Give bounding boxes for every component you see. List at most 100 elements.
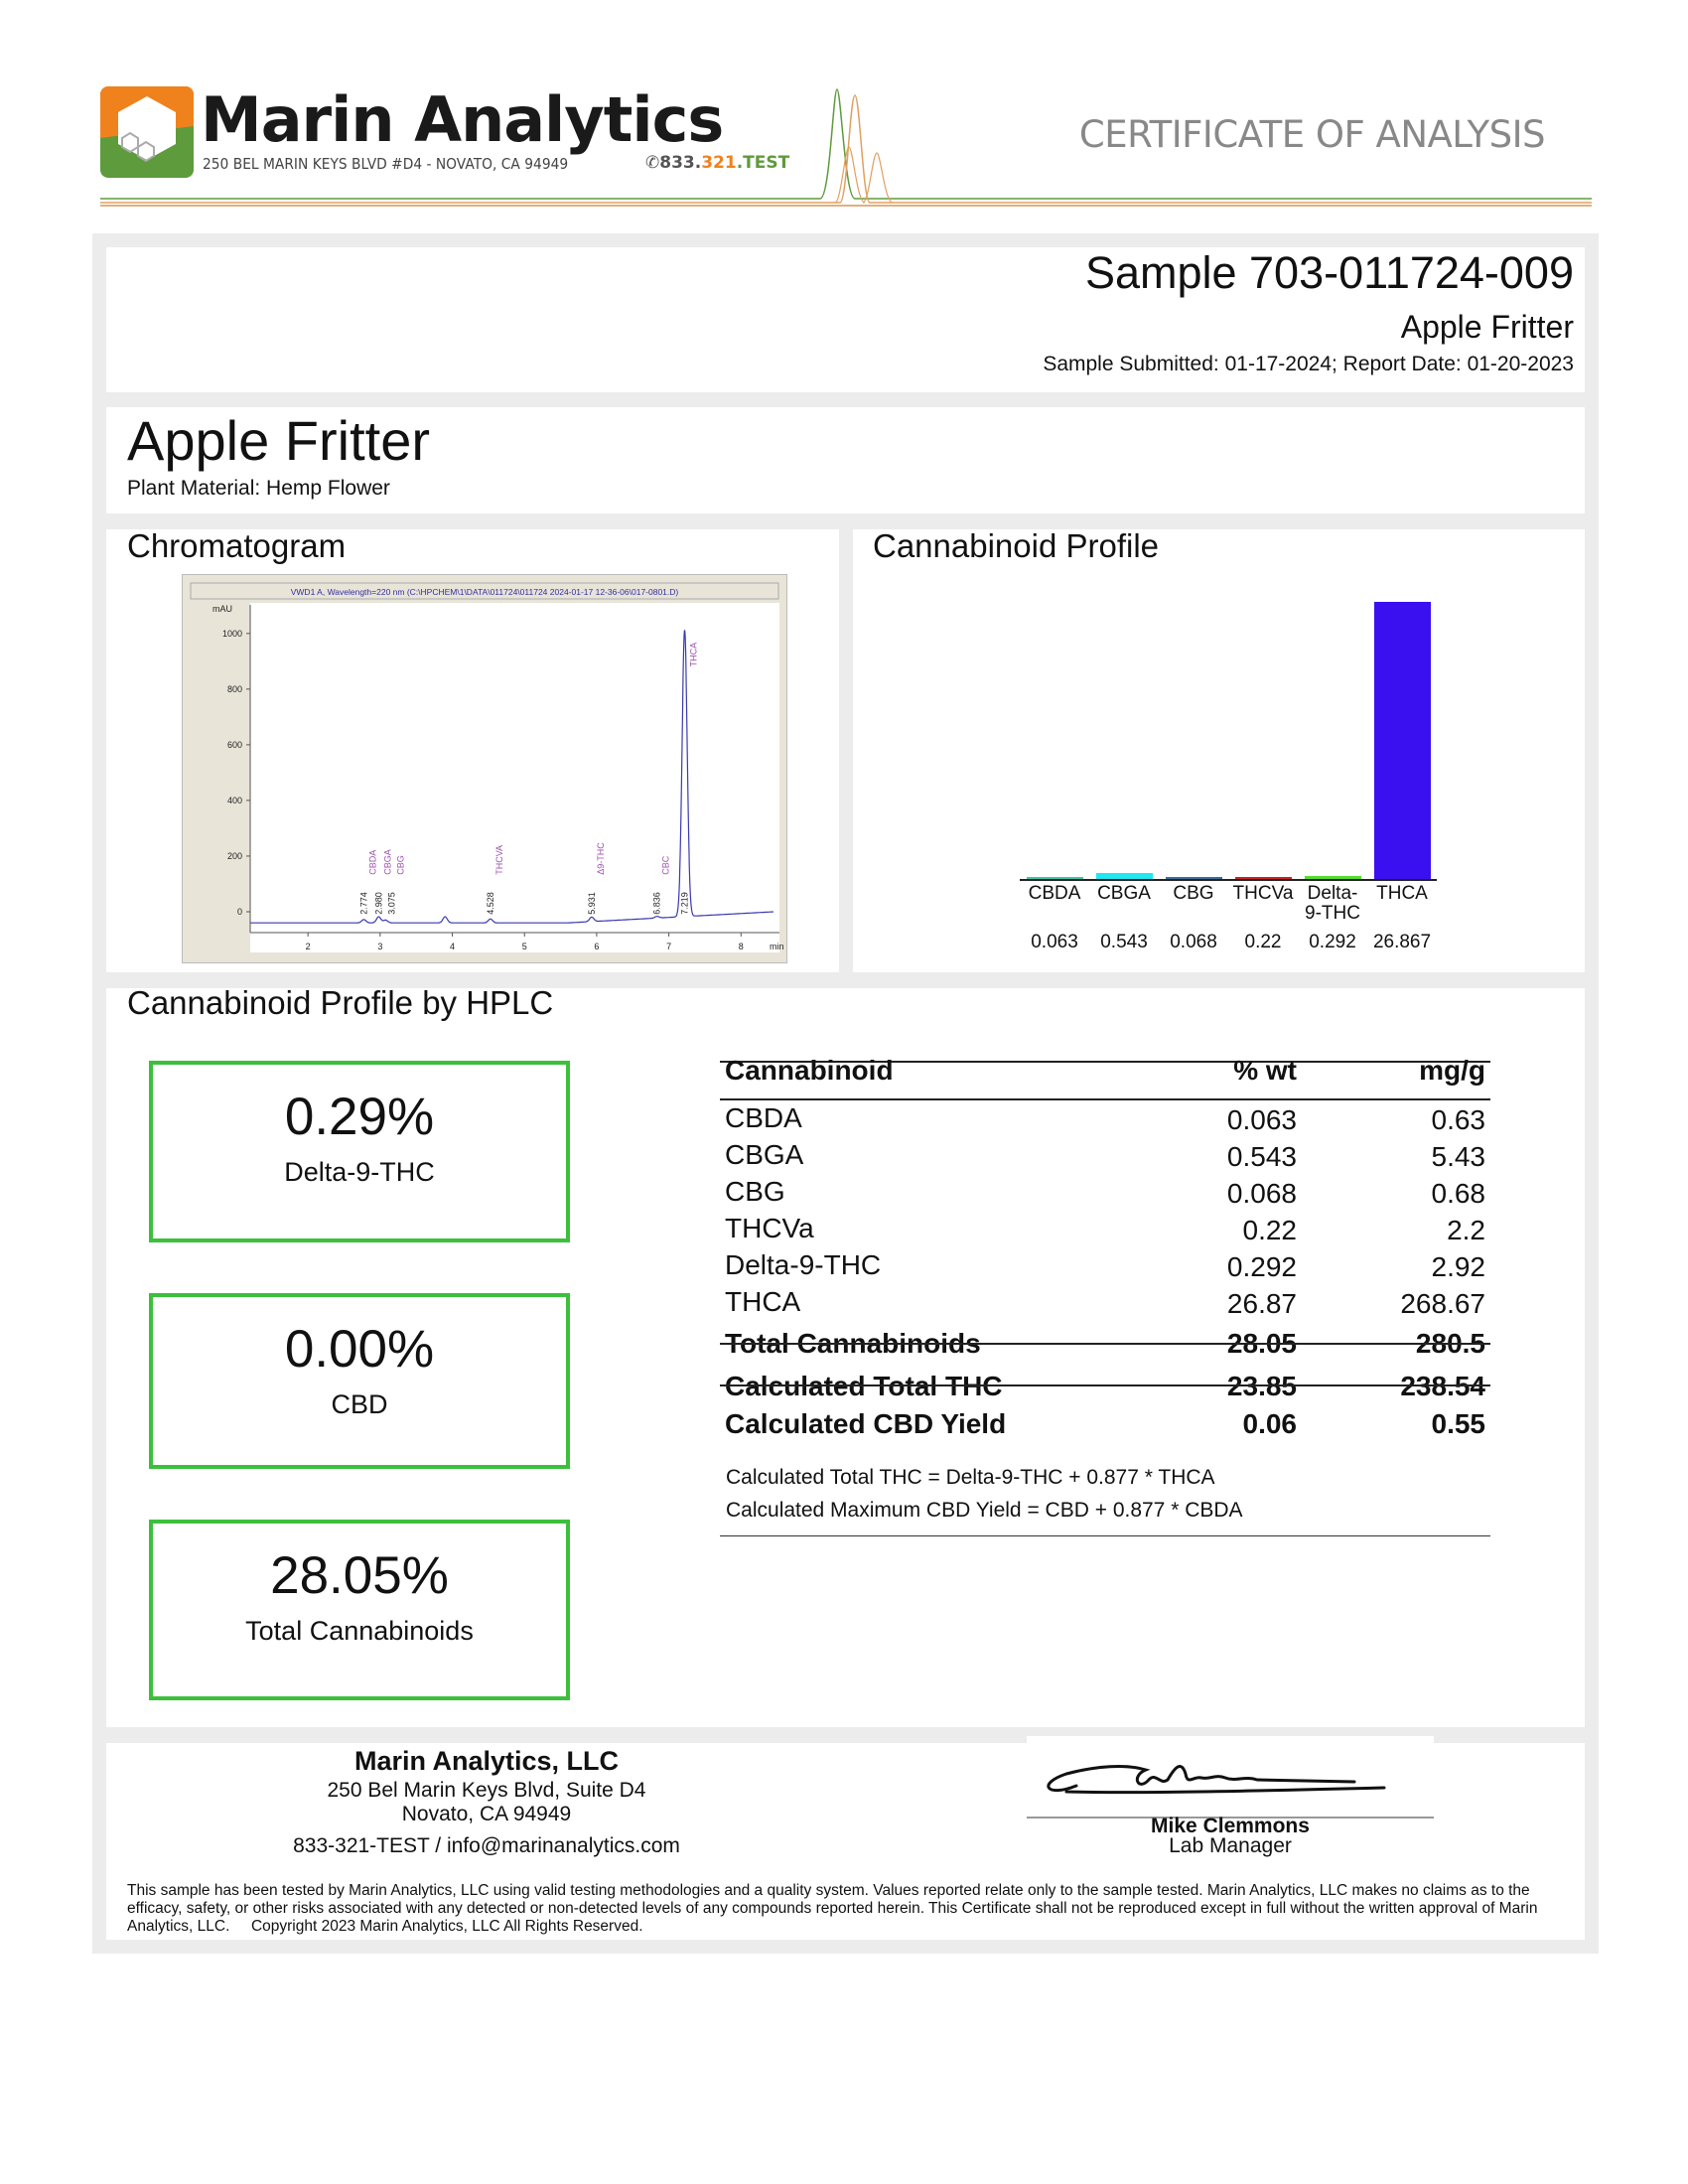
percent-weight: 0.292: [1226, 1251, 1297, 1282]
plant-material: Plant Material: Hemp Flower: [127, 477, 390, 500]
sample-id: Sample 703-011724-009: [1084, 247, 1574, 298]
x-tick-label: 7: [666, 942, 671, 951]
product-info: Apple Fritter Plant Material: Hemp Flowe…: [106, 407, 1585, 513]
company-address2: Novato, CA 94949: [401, 1803, 572, 1825]
table-header: Cannabinoid % wt mg/g: [725, 1055, 1489, 1091]
mg-per-g: 2.92: [1431, 1251, 1486, 1282]
total-percent: 0.06: [1242, 1408, 1298, 1439]
table-row: THCVa 0.22 2.2: [725, 1213, 1489, 1248]
data-label: 0.292: [1309, 932, 1356, 952]
sample-name: Apple Fritter: [1400, 309, 1574, 345]
mg-per-g: 5.43: [1431, 1141, 1486, 1172]
table-header-rule: [720, 1098, 1490, 1100]
chromatogram-title: Chromatogram: [127, 527, 347, 564]
x-tick-label: 4: [450, 942, 455, 951]
bar-cbga: [1095, 873, 1153, 879]
table-row: Delta-9-THC 0.292 2.92: [725, 1249, 1489, 1285]
total-row: Total Cannabinoids 28.05 280.5: [725, 1328, 1489, 1364]
bar-cbg: [1165, 877, 1222, 879]
peak-retention-time: 4.528: [486, 892, 495, 915]
x-tick-label: Delta-9-THC: [1305, 883, 1360, 924]
summary-value: 0.29%: [284, 1088, 435, 1146]
peak-label: THCA: [689, 643, 699, 667]
data-label: 0.068: [1170, 932, 1217, 952]
phone-part: .TEST: [736, 153, 790, 173]
total-rule: [720, 1343, 1490, 1345]
chromatogram-header-bar: [190, 582, 779, 600]
y-tick-label: 0: [237, 907, 242, 917]
bar-thca: [1373, 602, 1431, 879]
y-tick-label: 800: [227, 684, 242, 694]
peak-retention-time: 7.219: [680, 892, 690, 915]
brand-phone: ✆833.321.TEST: [645, 153, 789, 173]
signer-title: Lab Manager: [1169, 1834, 1292, 1857]
brand-name: Marin Analytics: [201, 83, 724, 156]
cannabinoid-name: CBGA: [725, 1139, 804, 1170]
x-tick-label: 6: [594, 942, 599, 951]
total-row: Calculated CBD Yield 0.06 0.55: [725, 1408, 1489, 1444]
column-header: mg/g: [1419, 1055, 1485, 1086]
x-tick-label: CBGA: [1097, 883, 1151, 904]
peak-retention-time: 2.980: [373, 892, 383, 915]
company-address1: 250 Bel Marin Keys Blvd, Suite D4: [327, 1779, 646, 1802]
signature-box: [1027, 1736, 1434, 1819]
phone-icon: ✆: [645, 153, 660, 173]
column-header: Cannabinoid: [725, 1055, 894, 1086]
peak-label: THCVA: [494, 845, 504, 875]
percent-weight: 0.068: [1226, 1178, 1297, 1209]
y-tick-label: 600: [227, 740, 242, 750]
cannabinoid-name: CBG: [725, 1176, 785, 1207]
chromatogram-plot: VWD1 A, Wavelength=220 nm (C:\HPCHEM\1\D…: [190, 582, 784, 952]
peak-label: CBG: [395, 855, 405, 875]
x-tick-label: 3: [377, 942, 382, 951]
cannabinoid-name: Delta-9-THC: [725, 1249, 882, 1280]
peak-retention-time: 5.931: [587, 892, 597, 915]
peak-label: CBGA: [382, 849, 392, 875]
mg-per-g: 0.63: [1431, 1104, 1486, 1135]
data-label: 0.063: [1031, 932, 1078, 952]
total-percent: 23.85: [1226, 1371, 1297, 1401]
total-name: Calculated Total THC: [725, 1371, 1003, 1401]
y-unit: mAU: [212, 604, 232, 614]
summary-value: 28.05%: [270, 1546, 449, 1605]
percent-weight: 0.22: [1242, 1215, 1298, 1245]
table-row: CBGA 0.543 5.43: [725, 1139, 1489, 1175]
brand-address: 250 BEL MARIN KEYS BLVD #D4 - NOVATO, CA…: [203, 155, 569, 173]
table-top-rule: [720, 1061, 1490, 1063]
x-axis-line: [1020, 879, 1437, 881]
phone-part: 833.: [659, 153, 702, 173]
y-tick-label: 200: [227, 851, 242, 861]
cannabinoid-name: THCVa: [725, 1213, 814, 1243]
summary-label: Total Cannabinoids: [245, 1616, 474, 1646]
table-row: THCA 26.87 268.67: [725, 1286, 1489, 1322]
brand-logo: [100, 86, 194, 178]
cannabinoid-name: THCA: [725, 1286, 801, 1317]
sample-dates: Sample Submitted: 01-17-2024; Report Dat…: [1043, 353, 1574, 375]
company-contact: 833-321-TEST / info@marinanalytics.com: [293, 1834, 680, 1857]
peak-label: CBC: [661, 855, 671, 875]
table-row: CBDA 0.063 0.63: [725, 1102, 1489, 1138]
formula-total-thc: Calculated Total THC = Delta-9-THC + 0.8…: [726, 1466, 1215, 1489]
total-name: Calculated CBD Yield: [725, 1408, 1007, 1439]
summary-delta9-thc: 0.29% Delta-9-THC: [149, 1061, 570, 1242]
company-info: Marin Analytics, LLC 250 Bel Marin Keys …: [238, 1746, 735, 1858]
chromatogram-trace: [250, 630, 774, 924]
x-tick-label: CBDA: [1028, 883, 1081, 904]
signature-image: [1047, 1765, 1386, 1795]
total-row: Calculated Total THC 23.85 238.54: [725, 1371, 1489, 1406]
cannabinoid-name: CBDA: [725, 1102, 802, 1133]
x-tick-label: 5: [522, 942, 527, 951]
summary-value: 0.00%: [284, 1320, 435, 1379]
chromatogram-image: VWD1 A, Wavelength=220 nm (C:\HPCHEM\1\D…: [182, 574, 787, 963]
peak-label: Δ9-THC: [596, 842, 606, 875]
peak-retention-time: 2.774: [358, 892, 368, 915]
data-label: 0.543: [1100, 932, 1148, 952]
percent-weight: 0.543: [1226, 1141, 1297, 1172]
signer-name: Mike Clemmons: [1151, 1815, 1310, 1837]
x-tick-label: THCA: [1376, 883, 1428, 904]
chromatogram-header: VWD1 A, Wavelength=220 nm (C:\HPCHEM\1\D…: [291, 587, 679, 597]
total-mg-per-g: 238.54: [1400, 1371, 1485, 1401]
peak-label: CBDA: [367, 850, 377, 875]
table-row: CBG 0.068 0.68: [725, 1176, 1489, 1212]
hplc-title: Cannabinoid Profile by HPLC: [127, 984, 554, 1021]
